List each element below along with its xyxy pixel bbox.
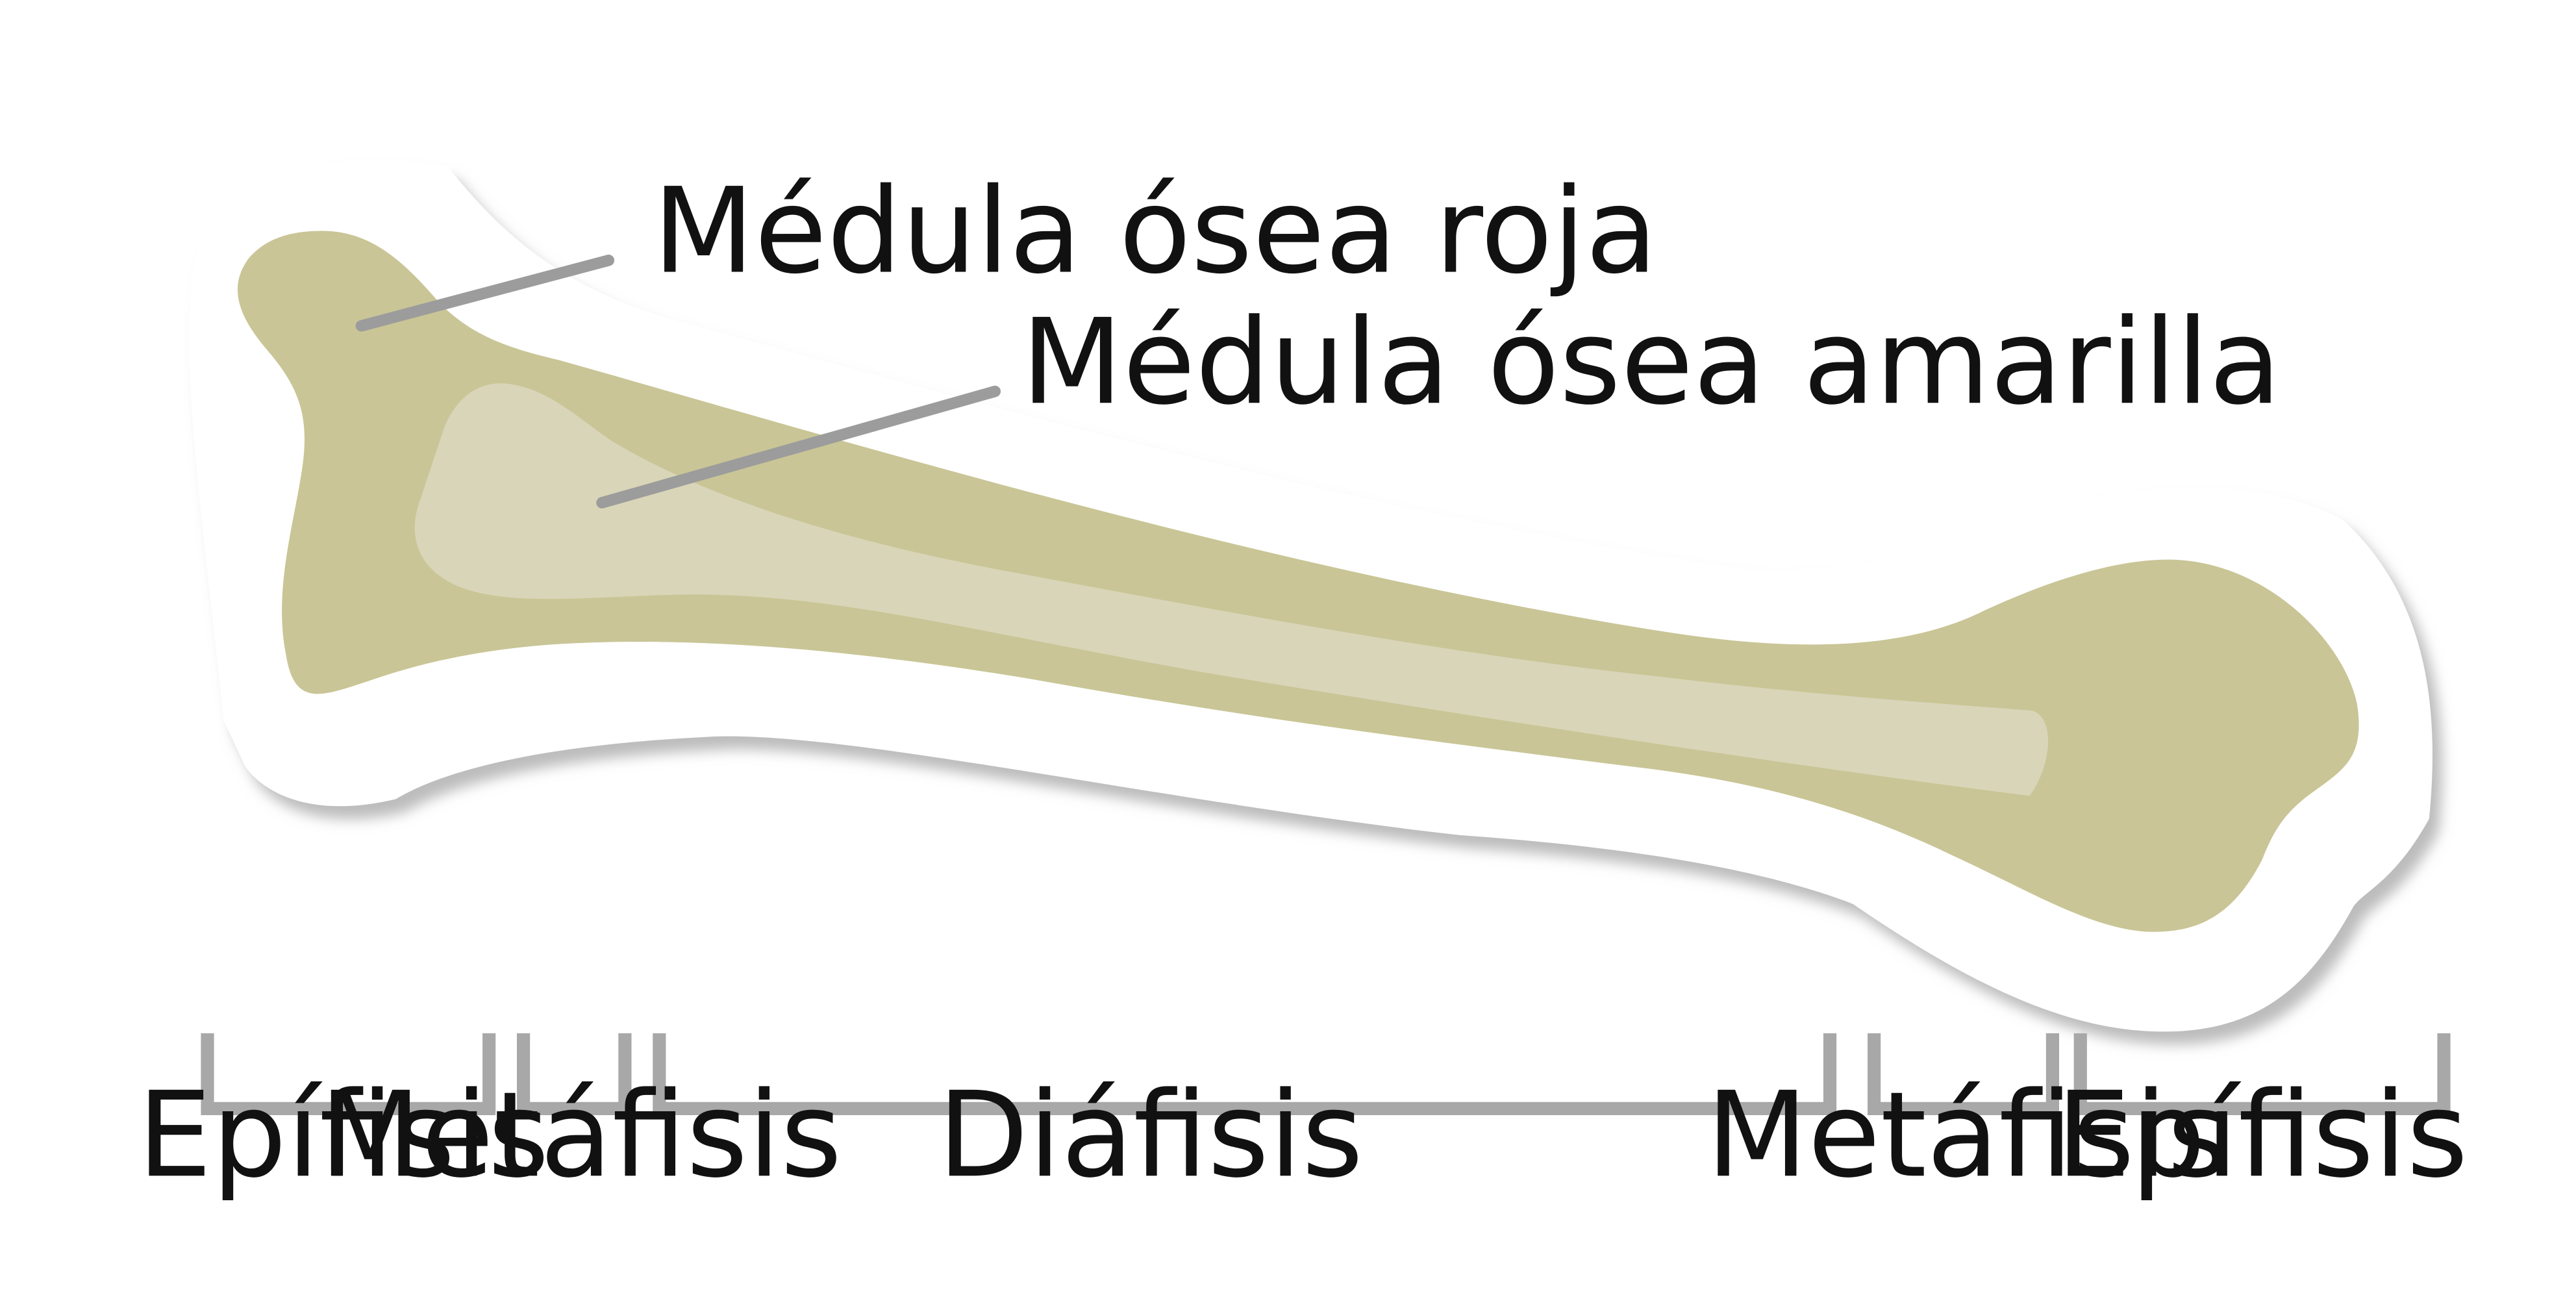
yellow-marrow-cavity bbox=[414, 383, 2049, 796]
yellow-marrow-leader bbox=[596, 385, 1001, 509]
bracket-epiphysis-right bbox=[2073, 1033, 2451, 1115]
region-label-diaphysis: Diáfisis bbox=[938, 1066, 1363, 1203]
red-marrow-leader bbox=[355, 255, 615, 332]
region-label-metaphysis-right: Metáfisis bbox=[1707, 1066, 2229, 1203]
bracket-epiphysis-left bbox=[201, 1033, 496, 1115]
region-label-epiphysis-right: Epífisis bbox=[2057, 1066, 2468, 1203]
bracket-diaphysis bbox=[653, 1033, 1837, 1115]
region-label-metaphysis-left: Metáfisis bbox=[319, 1066, 842, 1203]
red-marrow-label: Médula ósea roja bbox=[653, 162, 1657, 300]
yellow-marrow-label: Médula ósea amarilla bbox=[1021, 293, 2282, 431]
region-label-epiphysis-left: Epífisis bbox=[138, 1066, 549, 1203]
bracket-metaphysis-left bbox=[516, 1033, 632, 1115]
bracket-metaphysis-right bbox=[1868, 1033, 2060, 1115]
